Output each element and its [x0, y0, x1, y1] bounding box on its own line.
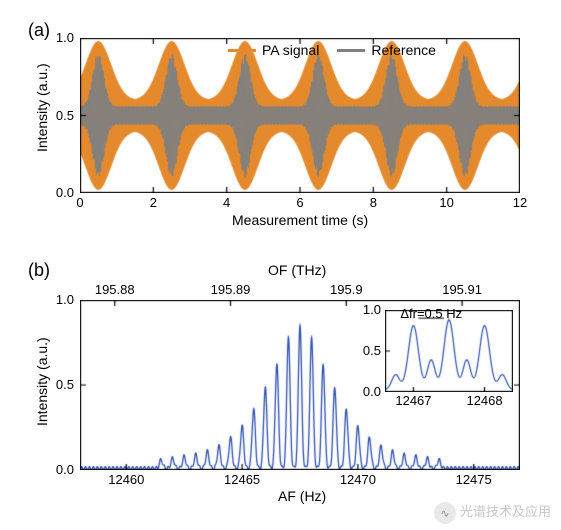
tick-label: 12468 [466, 393, 502, 408]
tick-label: 195.9 [330, 282, 363, 297]
tick-label: 12 [513, 195, 527, 210]
tick-label: 10 [439, 195, 453, 210]
panel-b-label: (b) [28, 260, 50, 281]
legend-label-ref: Reference [371, 42, 436, 58]
legend-swatch-ref [337, 49, 365, 52]
panel-b-toplabel: OF (THz) [268, 262, 326, 278]
tick-label: 195.91 [442, 282, 482, 297]
panel-b-ylabel: Intensity (a.u.) [34, 346, 50, 426]
tick-label: 12465 [224, 472, 260, 487]
tick-label: 2 [150, 195, 157, 210]
tick-label: 8 [370, 195, 377, 210]
tick-label: 0.5 [363, 343, 381, 358]
legend-item-pa: PA signal [228, 42, 319, 58]
tick-label: 0.0 [56, 185, 74, 200]
inset-annotation: Δfr=0.5 Hz [400, 306, 462, 321]
tick-label: 12470 [340, 472, 376, 487]
tick-label: 0 [76, 195, 83, 210]
tick-label: 6 [296, 195, 303, 210]
panel-b-xlabel: AF (Hz) [278, 488, 326, 504]
chart-panel-a [80, 38, 520, 193]
panel-a-xlabel: Measurement time (s) [232, 212, 368, 228]
panel-a-label: (a) [28, 20, 50, 41]
tick-label: 12467 [395, 393, 431, 408]
watermark-text: 光谱技术及应用 [460, 504, 551, 519]
tick-label: 4 [223, 195, 230, 210]
watermark-icon: ∿ [434, 502, 456, 524]
legend-panel-a: PA signal Reference [228, 42, 436, 58]
watermark: ∿ 光谱技术及应用 [434, 501, 551, 524]
chart-inset [385, 310, 513, 392]
legend-swatch-pa [228, 49, 256, 52]
legend-item-ref: Reference [337, 42, 436, 58]
tick-label: 12460 [108, 472, 144, 487]
tick-label: 0.5 [56, 108, 74, 123]
tick-label: 1.0 [56, 292, 74, 307]
tick-label: 1.0 [56, 30, 74, 45]
tick-label: 0.5 [56, 377, 74, 392]
tick-label: 0.0 [56, 462, 74, 477]
tick-label: 1.0 [363, 302, 381, 317]
tick-label: 195.88 [95, 282, 135, 297]
tick-label: 12475 [456, 472, 492, 487]
legend-label-pa: PA signal [262, 42, 319, 58]
tick-label: 0.0 [363, 384, 381, 399]
tick-label: 195.89 [211, 282, 251, 297]
panel-a-ylabel: Intensity (a.u.) [34, 72, 50, 152]
